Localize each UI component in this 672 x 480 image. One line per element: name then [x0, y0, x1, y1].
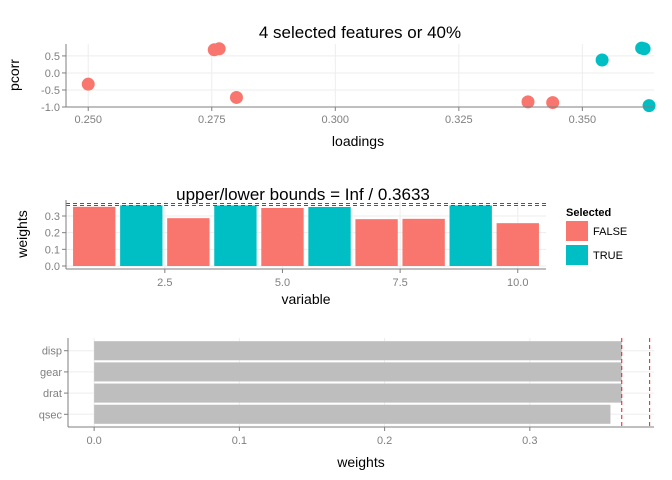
bar: [308, 207, 351, 266]
bar: [496, 223, 539, 266]
bar-x-tick-label: 5.0: [275, 277, 290, 289]
scatter-x-tick-label: 0.325: [445, 114, 473, 126]
legend: Selected FALSE TRUE: [566, 207, 627, 265]
hbar-x-tick-label: 0.2: [377, 435, 392, 447]
bar-title: upper/lower bounds = Inf / 0.3633: [176, 185, 430, 204]
scatter-plot-area: [66, 44, 654, 107]
bar-ticks: 2.5 5.0 7.5 10.0 0.0 0.1 0.2 0.3: [45, 211, 529, 289]
scatter-y-tick-label: 0.5: [45, 51, 60, 63]
bar-y-tick-label: 0.2: [45, 228, 60, 240]
hbar-y-tick-label: drat: [43, 388, 62, 400]
hbar-series: [94, 341, 622, 424]
bar-y-label: weights: [14, 210, 30, 258]
hbar-y-tick-label: disp: [42, 346, 62, 358]
legend-swatch-false: [566, 221, 588, 241]
scatter-y-label: pcorr: [6, 59, 22, 91]
legend-label-true: TRUE: [593, 250, 623, 262]
hbar: [94, 383, 622, 403]
bar-x-tick-label: 2.5: [157, 277, 172, 289]
hbar: [94, 341, 622, 361]
bar: [214, 205, 257, 266]
bar: [261, 208, 304, 266]
scatter-x-label: loadings: [332, 133, 384, 149]
legend-label-false: FALSE: [593, 226, 627, 238]
scatter-point: [212, 42, 226, 56]
scatter-point: [642, 99, 656, 113]
hbar-y-tick-label: qsec: [39, 409, 63, 421]
hbar-y-tick-label: gear: [40, 367, 62, 379]
bar-x-tick-label: 10.0: [507, 277, 528, 289]
scatter-y-tick-label: -1.0: [41, 102, 60, 114]
bar: [73, 206, 116, 266]
scatter-y-tick-label: -0.5: [41, 85, 60, 97]
hbar-x-tick-label: 0.0: [86, 435, 101, 447]
scatter-point: [521, 95, 535, 109]
bar: [402, 218, 445, 266]
hbar-panel: 0.0 0.1 0.2 0.3 disp gear drat qsec weights: [39, 338, 654, 470]
hbar: [94, 404, 611, 424]
bar: [167, 218, 210, 266]
scatter-title: 4 selected features or 40%: [259, 23, 461, 42]
bar-y-tick-label: 0.3: [45, 211, 60, 223]
bar: [449, 205, 492, 266]
bar-panel: 2.5 5.0 7.5 10.0 0.0 0.1 0.2 0.3 upper/lower bo…: [14, 185, 627, 307]
legend-title: Selected: [566, 207, 611, 219]
legend-swatch-true: [566, 245, 588, 265]
scatter-x-tick-label: 0.350: [569, 114, 597, 126]
scatter-point: [81, 77, 95, 91]
bar: [120, 205, 163, 266]
bar-bound-lines: [66, 203, 546, 206]
scatter-point: [595, 53, 609, 67]
scatter-point: [229, 90, 243, 104]
bar-series: [73, 205, 539, 266]
bar-y-tick-label: 0.1: [45, 244, 60, 256]
bar-x-tick-label: 7.5: [392, 277, 407, 289]
hbar-bound-lines: [621, 338, 651, 427]
scatter-y-tick-label: 0.0: [45, 68, 60, 80]
hbar-x-tick-label: 0.1: [232, 435, 247, 447]
hbar-ticks: 0.0 0.1 0.2 0.3 disp gear drat qsec: [39, 346, 538, 447]
hbar: [94, 362, 622, 382]
bar-x-label: variable: [281, 291, 330, 307]
bar: [355, 219, 398, 266]
scatter-points: [81, 41, 656, 113]
bar-y-tick-label: 0.0: [45, 261, 60, 273]
scatter-x-tick-label: 0.300: [322, 114, 350, 126]
scatter-point: [637, 42, 651, 56]
scatter-x-tick-label: 0.250: [74, 114, 102, 126]
scatter-panel: 0.250 0.275 0.300 0.325 0.3500.50.0-0.5-1.0 …: [6, 23, 656, 149]
hbar-x-tick-label: 0.3: [522, 435, 537, 447]
scatter-point: [546, 96, 560, 110]
scatter-x-tick-label: 0.275: [198, 114, 226, 126]
scatter-ticks: 0.250 0.275 0.300 0.325 0.350 0.5 0.0 -0.5 -1.0: [41, 51, 596, 126]
hbar-x-label: weights: [336, 454, 384, 470]
